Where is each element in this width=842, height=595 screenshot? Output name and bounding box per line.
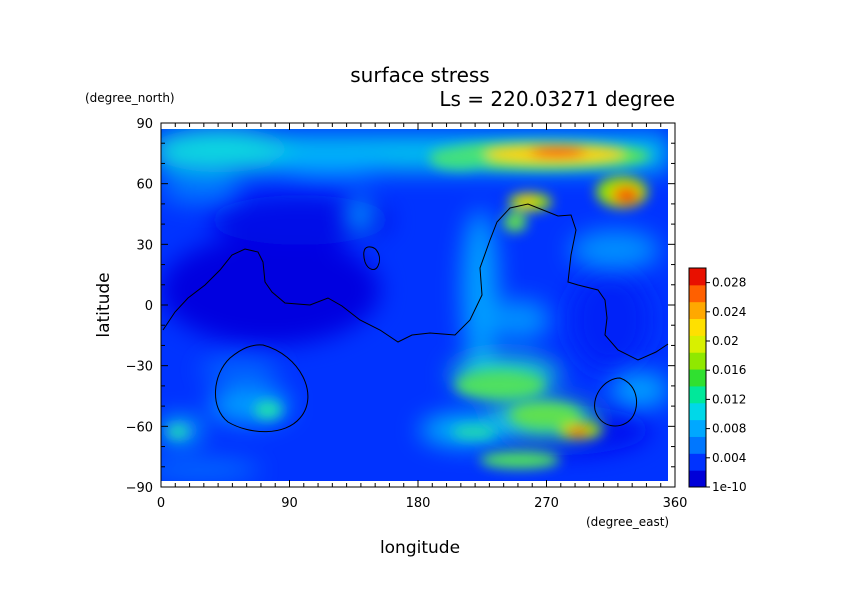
colorbar-segment [689, 335, 706, 353]
colorbar-segment [689, 453, 706, 471]
x-tick-label: 270 [534, 496, 559, 511]
chart-subtitle: Ls = 220.03271 degree [439, 87, 675, 111]
y-axis-label: latitude [94, 272, 114, 337]
colorbar-label: 1e-10 [712, 480, 747, 494]
colorbar-segment [689, 419, 706, 437]
colorbar-segment [689, 436, 706, 454]
field-high-regions [168, 142, 650, 469]
contour-small-loop [363, 246, 381, 270]
colorbar-segment [689, 352, 706, 370]
x-axis-ticks: 0 90 180 270 360 [157, 123, 688, 511]
colorbar-segment [689, 369, 706, 387]
colorbar-label: 0.02 [712, 334, 739, 348]
y-tick-label: 90 [136, 117, 153, 132]
colorbar-label: 0.008 [712, 422, 746, 436]
x-tick-label: 360 [663, 496, 688, 511]
colorbar-frame [688, 267, 707, 488]
colorbar-segment [689, 385, 706, 404]
colorbar-label: 0.012 [712, 392, 746, 406]
colorbar-segment [689, 318, 706, 336]
colorbar-label: 0.004 [712, 451, 746, 465]
colorbar-label: 0.016 [712, 363, 746, 377]
topography-contours [162, 203, 669, 433]
colorbar-segment [689, 402, 706, 421]
x-axis-label: longitude [380, 538, 460, 558]
y-tick-label: 0 [145, 299, 153, 314]
colorbar-segment [689, 301, 706, 320]
chart-title: surface stress [350, 63, 489, 87]
y-tick-label: −30 [126, 360, 153, 375]
heatmap-field [161, 129, 668, 481]
colorbar-segment [689, 470, 706, 488]
y-tick-label: 60 [136, 178, 153, 193]
colorbar-segment [689, 284, 706, 303]
colorbar-label: 0.024 [712, 305, 746, 319]
y-tick-label: −60 [126, 420, 153, 435]
x-tick-label: 0 [157, 496, 165, 511]
colorbar-label: 0.028 [712, 276, 746, 290]
colorbar-segment [689, 268, 706, 286]
x-tick-label: 90 [281, 496, 298, 511]
x-tick-label: 180 [406, 496, 431, 511]
y-axis-ticks: 90 60 30 0 −30 −60 −90 [126, 117, 675, 496]
y-tick-label: 30 [136, 238, 153, 253]
contour-dichotomy [162, 203, 669, 361]
colorbar: 0.028 0.024 0.02 0.016 0.012 0.008 0.004 1e-10 [688, 267, 747, 494]
y-unit-label: (degree_north) [85, 91, 175, 105]
contour-crater-left [215, 344, 309, 433]
y-tick-label: −90 [126, 481, 153, 496]
x-unit-label: (degree_east) [586, 515, 669, 529]
contour-crater-right [594, 377, 638, 427]
